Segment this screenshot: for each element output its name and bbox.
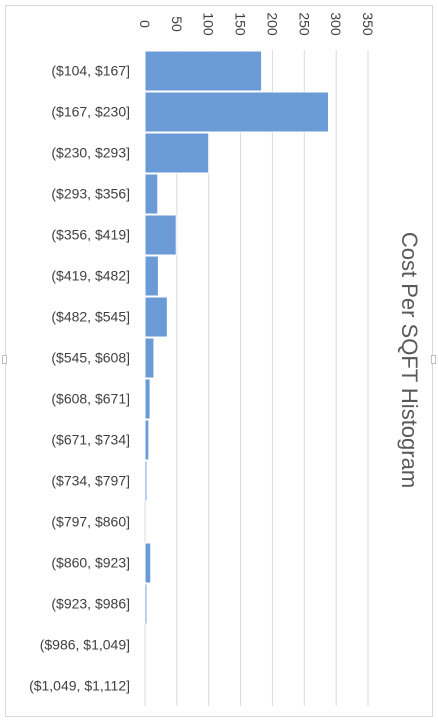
category-label: ($545, $608] [51,350,130,366]
category-label: ($608, $671] [51,391,130,407]
histogram-bar [144,296,168,338]
histogram-bar [144,337,155,379]
category-label: ($356, $419] [51,227,130,243]
histogram-bar [144,255,159,297]
histogram-bar [144,50,263,92]
category-label: ($986, $1,049] [40,637,130,653]
histogram-bar [144,214,177,256]
resize-handle-left[interactable] [2,355,7,364]
bars [144,50,329,625]
chart-title: Cost Per SQFT Histogram [397,232,422,488]
histogram-bar [144,460,148,502]
tick-label: 50 [169,16,185,32]
category-label: ($1,049, $1,112] [29,678,130,694]
category-label: ($671, $734] [51,432,130,448]
tick-label: 250 [296,12,312,36]
histogram-bar [144,583,148,625]
category-label: ($860, $923] [51,555,130,571]
category-label: ($230, $293] [51,145,130,161]
histogram-bar [144,173,159,215]
histogram-bar [144,542,152,584]
resize-handle-right[interactable] [431,355,436,364]
tick-label: 100 [201,12,217,36]
tick-label: 0 [137,20,153,28]
category-axis-labels: ($104, $167] ($167, $230] ($230, $293] ($29… [29,63,130,694]
histogram-bar [144,132,210,174]
category-label: ($482, $545] [51,309,130,325]
tick-label: 350 [360,12,376,36]
histogram-bar [144,91,329,133]
histogram-bar [144,419,150,461]
category-label: ($104, $167] [51,63,130,79]
tick-label: 300 [328,12,344,36]
category-label: ($419, $482] [51,268,130,284]
tick-label: 150 [233,12,249,36]
category-label: ($734, $797] [51,473,130,489]
value-axis-ticks: 0 50 100 150 200 250 300 350 [137,12,376,36]
category-label: ($293, $356] [51,186,130,202]
category-label: ($167, $230] [51,104,130,120]
category-label: ($923, $986] [51,596,130,612]
category-label: ($797, $860] [51,514,130,530]
histogram-bar [144,378,151,420]
tick-label: 200 [264,12,280,36]
